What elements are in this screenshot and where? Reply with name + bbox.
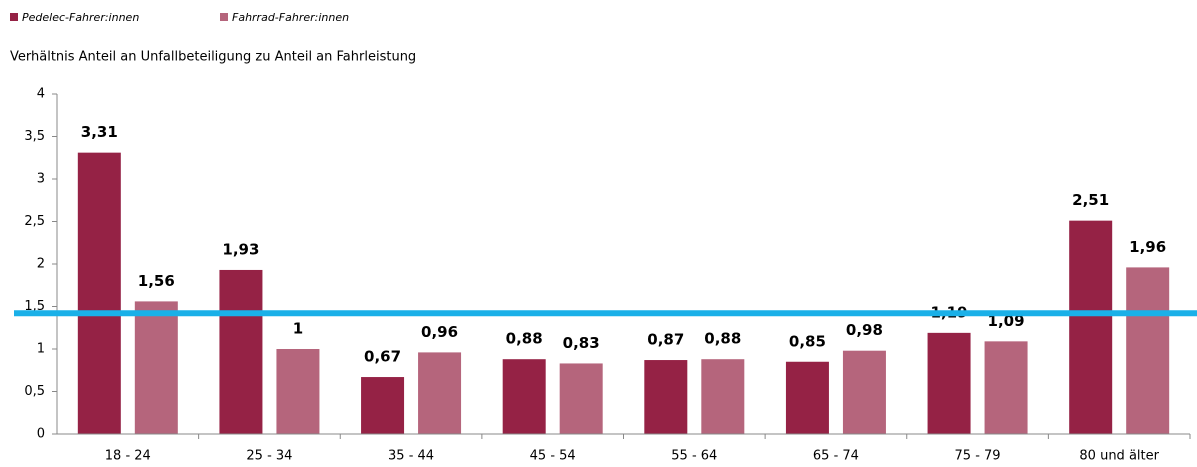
x-tick-label: 18 - 24 xyxy=(105,449,151,464)
value-label: 0,88 xyxy=(704,330,741,348)
y-tick-label: 4 xyxy=(37,87,45,102)
value-label: 0,96 xyxy=(421,323,458,341)
legend-label: Fahrrad-Fahrer:innen xyxy=(232,11,349,24)
x-tick-label: 55 - 64 xyxy=(671,449,717,464)
bar xyxy=(701,359,745,434)
value-label: 0,88 xyxy=(506,330,543,348)
bar xyxy=(502,359,546,434)
y-tick-label: 3,5 xyxy=(24,129,45,144)
bar xyxy=(418,352,462,434)
x-tick-label: 65 - 74 xyxy=(813,449,859,464)
y-tick-label: 1 xyxy=(37,342,45,357)
bar xyxy=(1069,220,1113,434)
y-tick-label: 3 xyxy=(37,172,45,187)
value-label: 0,83 xyxy=(563,334,600,352)
bar xyxy=(984,341,1028,434)
bar xyxy=(559,363,603,434)
legend: Pedelec-Fahrer:innen Fahrrad-Fahrer:innen xyxy=(10,11,349,24)
y-tick-label: 2 xyxy=(37,257,45,272)
y-tick-label: 2,5 xyxy=(24,214,45,229)
legend-swatch xyxy=(10,13,18,21)
value-label: 1,09 xyxy=(988,312,1025,330)
value-label: 2,51 xyxy=(1072,191,1109,209)
x-tick-label: 35 - 44 xyxy=(388,449,434,464)
bar xyxy=(219,269,263,434)
x-tick-label: 25 - 34 xyxy=(246,449,292,464)
value-label: 0,67 xyxy=(364,348,401,366)
value-label: 1,56 xyxy=(138,272,175,290)
bar xyxy=(1126,267,1170,434)
y-tick-label: 1,5 xyxy=(24,299,45,314)
bar xyxy=(842,350,886,434)
legend-label: Pedelec-Fahrer:innen xyxy=(22,11,139,24)
bar xyxy=(134,301,178,434)
legend-swatch xyxy=(220,13,228,21)
value-label: 3,31 xyxy=(81,123,118,141)
y-tick-label: 0,5 xyxy=(24,384,45,399)
x-tick-label: 75 - 79 xyxy=(955,449,1001,464)
y-tick-label: 0 xyxy=(37,427,45,442)
bar xyxy=(361,377,405,434)
bar xyxy=(785,361,829,434)
value-label: 0,98 xyxy=(846,321,883,339)
x-tick-label: 45 - 54 xyxy=(530,449,576,464)
bar xyxy=(644,360,688,434)
value-label: 1,96 xyxy=(1129,238,1166,256)
value-label: 0,87 xyxy=(647,331,684,349)
chart-subtitle: Verhältnis Anteil an Unfallbeteiligung z… xyxy=(10,50,416,65)
bar xyxy=(77,152,121,434)
bar xyxy=(927,332,971,434)
value-label: 0,85 xyxy=(789,332,826,350)
value-label: 1 xyxy=(293,320,303,338)
value-label: 1,93 xyxy=(222,240,259,258)
x-tick-label: 80 und älter xyxy=(1079,449,1159,464)
bar xyxy=(276,349,320,434)
